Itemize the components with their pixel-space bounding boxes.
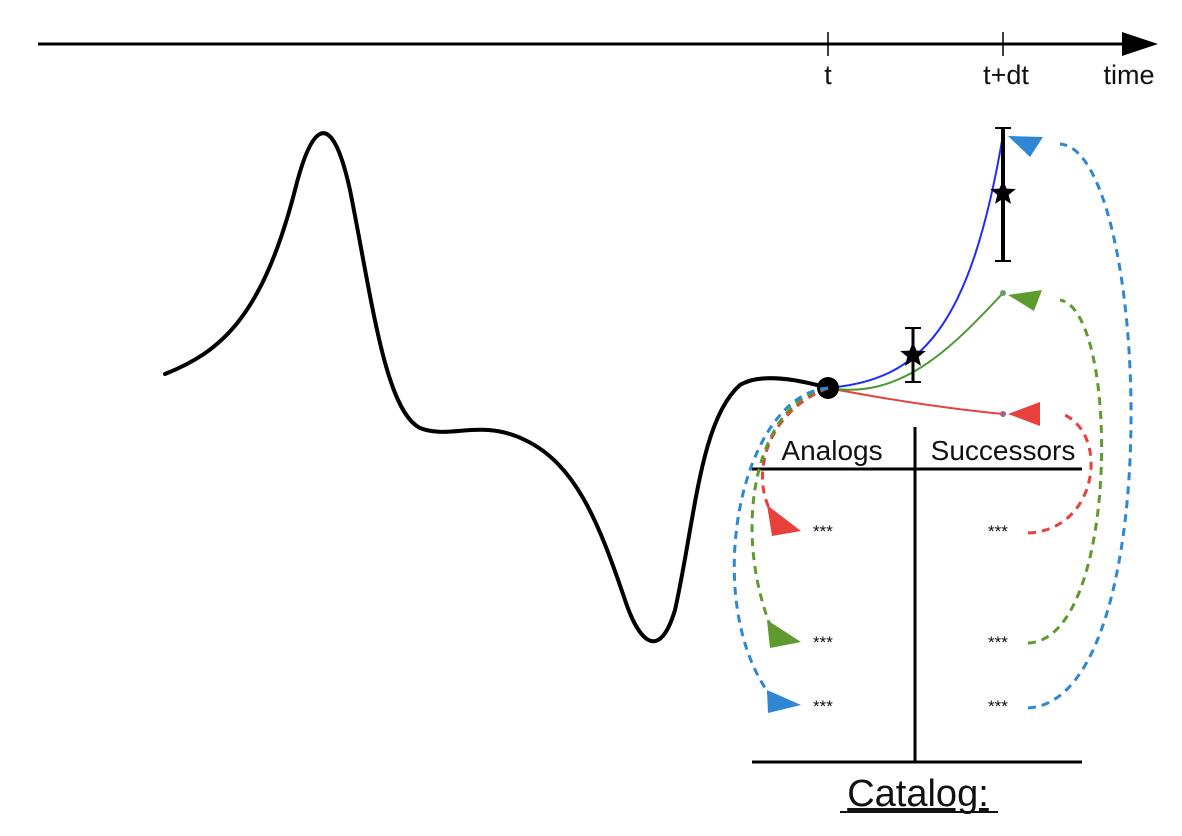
red-forecast-endpoint: [1000, 411, 1006, 417]
analog-entry: ***: [813, 522, 833, 541]
green-forecast-curve: [827, 292, 1004, 391]
red-successor-arrowhead: [1008, 402, 1040, 426]
green-successor-arrowhead: [1008, 290, 1042, 311]
mean-forecast-star-t-dt-icon: [990, 180, 1016, 204]
analog-entry: ***: [813, 697, 833, 716]
blue-analog-link: [732, 386, 829, 696]
green-forecast-endpoint: [1000, 290, 1006, 296]
time-axis: t t+dt time: [38, 32, 1158, 90]
blue-successor-link: [1027, 142, 1133, 710]
red-forecast-curve: [827, 387, 1004, 415]
red-successor-link: [1027, 411, 1093, 535]
green-successor-link: [1027, 298, 1104, 645]
red-analog-arrowhead: [767, 505, 801, 536]
time-axis-arrowhead: [1122, 32, 1158, 56]
green-analog-link: [750, 386, 829, 626]
successors-header: Successors: [931, 435, 1076, 466]
successor-entry: ***: [988, 522, 1008, 541]
tick-t-dt-label: t+dt: [983, 60, 1029, 90]
trajectory-curve: [163, 131, 830, 644]
blue-forecast-curve: [827, 134, 1004, 389]
blue-analog-arrowhead: [767, 690, 801, 713]
analog-entry: ***: [813, 633, 833, 652]
analog-links: [732, 386, 829, 696]
red-analog-link: [761, 386, 829, 511]
tick-t-label: t: [824, 60, 832, 90]
catalog-table: Analogs Successors *** *** *** *** *** *…: [752, 427, 1082, 815]
analogs-header: Analogs: [781, 435, 882, 466]
catalog-title: Catalog:: [847, 773, 989, 815]
mean-forecast-star-icon: [900, 342, 926, 366]
successor-entry: ***: [988, 633, 1008, 652]
successor-entry: ***: [988, 697, 1008, 716]
green-analog-arrowhead: [767, 620, 801, 648]
time-axis-label: time: [1103, 60, 1154, 90]
successor-links: [1027, 142, 1133, 710]
blue-successor-arrowhead: [1008, 136, 1043, 157]
